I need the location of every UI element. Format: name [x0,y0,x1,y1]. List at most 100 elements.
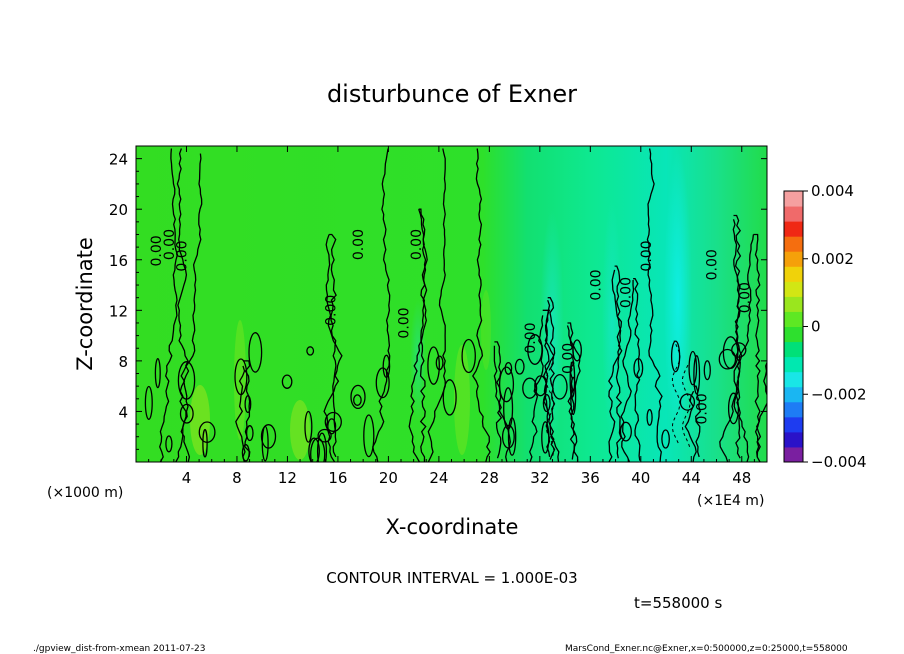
x-tick-label: 36 [581,469,600,487]
contour-line [567,322,575,460]
contour-cell [202,428,208,458]
x-tick-label: 44 [682,469,701,487]
contour-cell [234,358,248,396]
contour-cell [461,338,476,374]
x-tick-label: 32 [530,469,549,487]
colorbar-segment [784,446,803,463]
colorbar-segment [784,251,803,267]
contour-cell [427,346,440,385]
contour-label: 0.00 [175,240,191,271]
x-tick-label: 40 [631,469,650,487]
contour-cell [363,414,375,458]
y-tick-label: 24 [109,151,128,169]
contour-label: 0.00 [523,323,539,354]
contour-cell [382,354,391,378]
contour-cell [731,342,747,358]
x-tick-label: 20 [379,469,398,487]
contour-interval-text: CONTOUR INTERVAL = 1.000E-03 [326,569,577,587]
plot-area: 0.000.000.000.000.00 0.000.00 0.000.000.00… [109,145,768,487]
x-tick-label: 8 [232,469,242,487]
contour-cell [552,373,568,400]
colorbar-segment [784,386,803,403]
contour-label: 0.00 [619,277,635,308]
contour-cell [718,348,737,370]
contour-line [372,148,391,462]
contour-label: 0.00 [705,249,721,280]
contour-cell [241,444,250,462]
contour-cell [317,428,332,443]
field-features: 0.000.000.000.000.00 0.000.00 0.000.000.00… [144,148,767,462]
colorbar: 0.004 0.002 0 −0.002 −0.004 [783,182,867,471]
contour-label: 0.00 [409,229,425,260]
contour-cell [324,411,342,432]
contour-label: 0.00 [162,229,178,260]
contour-cell [501,424,515,449]
colorbar-segment [784,191,803,207]
contour-cell [514,358,525,375]
colorbar-segment [784,311,803,327]
contour-cell [503,387,514,430]
contour-cell [633,357,644,379]
contour-cell [198,421,216,444]
colorbar-segment [784,266,803,282]
contour-cell [498,366,515,403]
x-axis: 4 8 12 16 20 24 28 32 36 40 44 48 [148,146,755,487]
colorbar-segment [784,431,803,448]
colorbar-segment [784,221,803,237]
colorbar-segment [784,341,803,358]
contour-cell [522,377,538,399]
contour-cell [527,334,543,365]
contour-line [684,390,697,462]
colorbar-segment [784,206,803,222]
contour-label: 0.00 [588,269,604,300]
contour-line [159,148,179,462]
contour-labels: 0.000.000.000.000.00 0.000.00 0.000.000.00… [149,229,753,424]
negative-contour-line [545,357,555,456]
contour-label: 0.00 [639,240,655,271]
contour-cell [534,375,547,397]
colorbar-segment [784,416,803,433]
colorbar-tick-label: −0.002 [811,385,867,403]
contour-label: 0.00 [561,343,577,374]
contour-cell [572,339,582,362]
y-tick-label: 4 [118,403,128,421]
contour-label: 0.00 [323,295,339,326]
contour-cell [306,346,315,356]
contour-line [719,219,743,462]
contour-cell [304,410,313,443]
y-axis-label: Z-coordinate [73,237,97,371]
contour-line [620,279,635,462]
contour-line [494,341,503,459]
contour-line [633,278,641,461]
contour-line [418,208,427,462]
contour-cell [248,332,263,373]
colorbar-segment [784,326,803,343]
contour-label: 0.00 [737,282,753,313]
x-tick-label: 16 [328,469,347,487]
x-unit-left: (×1000 m) [47,485,123,501]
contour-cell [177,361,196,400]
colorbar-segment [784,296,803,312]
contour-lines [144,148,767,462]
contour-cell [661,429,670,449]
contour-cell [308,437,320,462]
contour-cell [261,425,269,462]
contour-cell [310,437,326,462]
y-tick-label: 12 [109,302,128,320]
contour-line [323,234,343,462]
contour-cell [327,418,337,435]
contour-line [753,233,761,457]
contour-cell [693,354,701,395]
contour-line [175,148,190,462]
footer-right: MarsCond_Exner.nc@Exner,x=0:500000,z=0:2… [565,644,848,654]
colorbar-segment [784,236,803,252]
contour-line [755,360,767,462]
contour-cell [703,360,711,381]
contour-cell [281,374,293,389]
contour-cell [144,385,153,420]
contour-cell [245,425,254,442]
contour-line [646,148,663,462]
footer-left: ./gpview_dist-from-xmean 2011-07-23 [33,644,205,654]
contour-cell [165,435,173,453]
